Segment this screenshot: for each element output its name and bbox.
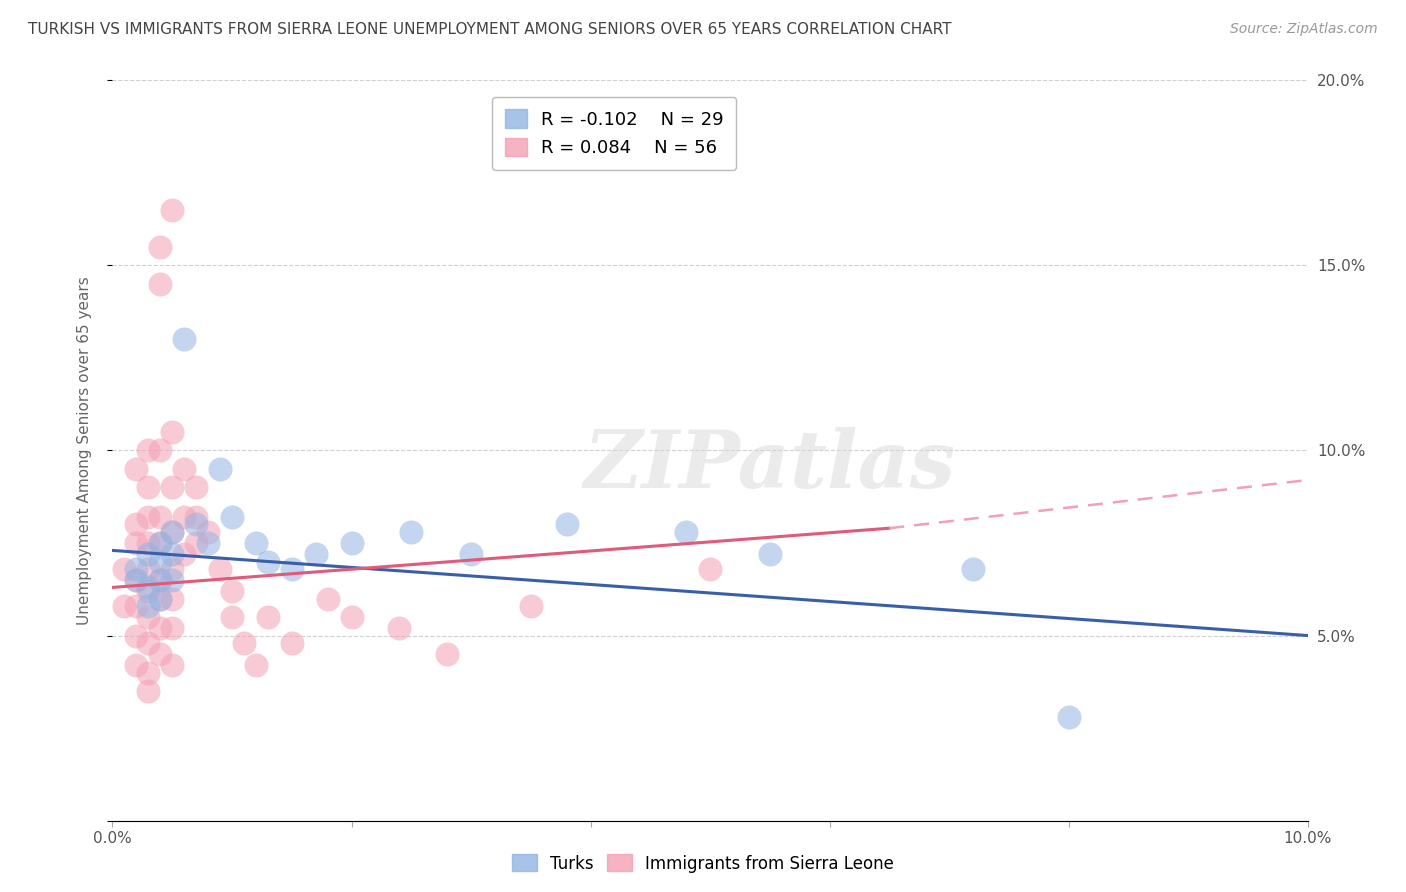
Point (162, 621, 183, 635)
Point (138, 510, 160, 524)
Point (125, 599, 148, 613)
Point (149, 591, 172, 606)
Point (186, 510, 208, 524)
Point (138, 443, 160, 458)
Point (125, 573, 148, 587)
Y-axis label: Unemployment Among Seniors over 65 years: Unemployment Among Seniors over 65 years (77, 277, 91, 624)
Point (149, 621, 172, 635)
Point (388, 621, 411, 635)
Point (149, 591, 172, 606)
Point (125, 536, 148, 550)
Point (138, 536, 160, 550)
Point (162, 573, 183, 587)
Point (520, 599, 543, 613)
Point (138, 610, 160, 624)
Point (209, 462, 232, 476)
Point (281, 562, 304, 576)
Point (125, 562, 148, 576)
Point (245, 536, 267, 550)
Text: Source: ZipAtlas.com: Source: ZipAtlas.com (1230, 22, 1378, 37)
Point (162, 481, 183, 495)
Point (173, 547, 195, 561)
Text: TURKISH VS IMMIGRANTS FROM SIERRA LEONE UNEMPLOYMENT AMONG SENIORS OVER 65 YEARS: TURKISH VS IMMIGRANTS FROM SIERRA LEONE … (28, 22, 952, 37)
Point (436, 647, 458, 661)
Point (125, 573, 148, 587)
Point (125, 628, 148, 642)
Point (281, 636, 304, 650)
Point (138, 581, 160, 595)
Point (149, 573, 172, 587)
Point (138, 599, 160, 613)
Point (162, 202, 183, 217)
Point (138, 636, 160, 650)
Point (257, 554, 280, 569)
Point (245, 658, 267, 673)
Point (186, 517, 208, 532)
Point (114, 599, 135, 613)
Point (125, 517, 148, 532)
Point (149, 554, 172, 569)
Point (138, 562, 160, 576)
Point (340, 610, 363, 624)
Point (305, 547, 328, 561)
Point (149, 277, 172, 291)
Point (149, 443, 172, 458)
Point (114, 562, 135, 576)
Point (197, 524, 219, 539)
Point (125, 462, 148, 476)
Point (162, 658, 183, 673)
Point (138, 684, 160, 698)
Text: ZIPatlas: ZIPatlas (583, 426, 956, 504)
Point (138, 481, 160, 495)
Point (173, 510, 195, 524)
Point (221, 510, 243, 524)
Point (162, 425, 183, 439)
Point (962, 562, 984, 576)
Point (138, 547, 160, 561)
Point (162, 524, 183, 539)
Point (149, 647, 172, 661)
Point (173, 332, 195, 346)
Point (340, 536, 363, 550)
Point (173, 462, 195, 476)
Point (555, 517, 578, 532)
Point (1057, 710, 1080, 724)
Point (138, 584, 160, 599)
Point (138, 665, 160, 680)
Point (401, 524, 423, 539)
Point (209, 562, 232, 576)
Point (759, 547, 782, 561)
Point (675, 524, 697, 539)
Point (460, 547, 482, 561)
Legend: Turks, Immigrants from Sierra Leone: Turks, Immigrants from Sierra Leone (505, 847, 901, 880)
Point (186, 536, 208, 550)
Point (699, 562, 721, 576)
Point (221, 610, 243, 624)
Point (149, 536, 172, 550)
Point (186, 481, 208, 495)
Point (125, 658, 148, 673)
Point (162, 547, 183, 561)
Point (233, 636, 256, 650)
Point (162, 591, 183, 606)
Point (149, 510, 172, 524)
Point (149, 536, 172, 550)
Legend: R = -0.102    N = 29, R = 0.084    N = 56: R = -0.102 N = 29, R = 0.084 N = 56 (492, 96, 737, 169)
Point (257, 610, 280, 624)
Point (221, 584, 243, 599)
Point (197, 536, 219, 550)
Point (149, 573, 172, 587)
Point (162, 524, 183, 539)
Point (149, 240, 172, 254)
Point (316, 591, 339, 606)
Point (162, 562, 183, 576)
